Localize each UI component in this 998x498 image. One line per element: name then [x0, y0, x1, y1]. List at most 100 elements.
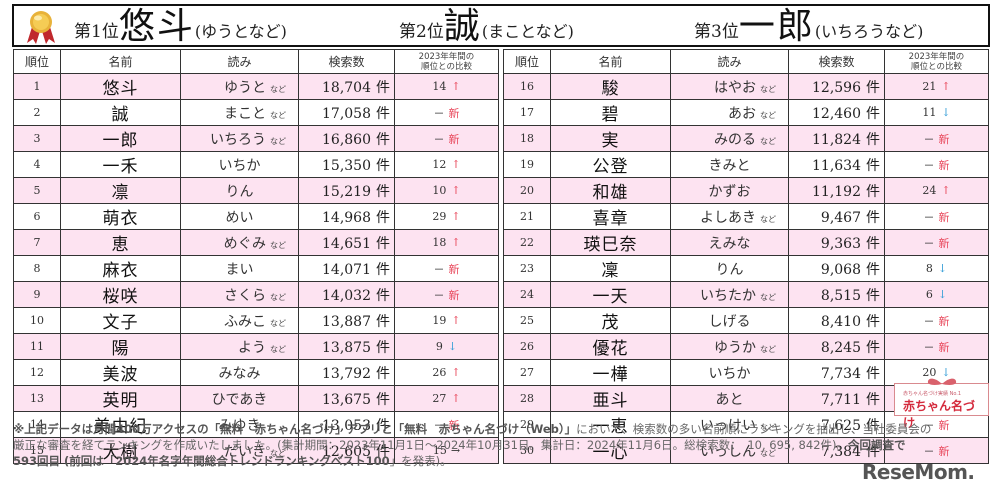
- col-comparison: 2023年年間の 順位との比較: [394, 49, 499, 74]
- comparison-cell: 10 ↑: [394, 177, 499, 204]
- rank-cell: 19: [503, 151, 551, 178]
- count-cell: 17,058 件: [298, 99, 395, 126]
- nado-label: など: [760, 422, 776, 432]
- new-badge: 新: [938, 314, 950, 328]
- table-row: 25 茂しげる 8,410 件－新: [503, 307, 989, 334]
- count-cell: 16,860 件: [298, 125, 395, 152]
- dash-mark: －: [923, 444, 935, 458]
- count-cell: 13,053 件: [298, 411, 395, 438]
- name-cell: 瑛巳奈: [550, 229, 671, 256]
- count-cell: 9,363 件: [788, 229, 885, 256]
- new-badge: 新: [448, 288, 460, 302]
- rank-cell: 11: [13, 333, 61, 360]
- name-cell: 一禾: [60, 151, 181, 178]
- col-rank: 順位: [13, 49, 61, 74]
- rank-cell: 3: [13, 125, 61, 152]
- new-badge: 新: [448, 262, 460, 276]
- previous-rank: 9: [435, 340, 443, 353]
- name-cell: 一心: [550, 437, 671, 464]
- count-cell: 12,460 件: [788, 99, 885, 126]
- comparison-cell: －新: [884, 125, 989, 152]
- comparison-cell: －新: [884, 307, 989, 334]
- new-badge: 新: [938, 444, 950, 458]
- rank-cell: 9: [13, 281, 61, 308]
- previous-rank: 14: [432, 80, 447, 93]
- previous-rank: 27: [432, 392, 447, 405]
- reading-cell: まこと など: [180, 99, 299, 126]
- comparison-cell: 9 ↓: [394, 333, 499, 360]
- arrow-up-icon: ↑: [451, 366, 461, 379]
- reading-cell: りん: [670, 255, 789, 282]
- previous-rank: 8: [925, 262, 933, 275]
- reading-cell: まい: [180, 255, 299, 282]
- logo-tagline: 赤ちゃん名づけ実績 No.1: [903, 391, 962, 397]
- table-row: 7 恵めぐみ など 14,651 件 18 ↑: [13, 229, 499, 256]
- table-row: 9 桜咲 さくら など 14,032 件－新: [13, 281, 499, 308]
- arrow-up-icon: ↑: [451, 184, 461, 197]
- rank-cell: 12: [13, 359, 61, 386]
- table-row: 3 一郎 いちろう など 16,860 件－新: [13, 125, 499, 152]
- previous-rank: 21: [922, 80, 937, 93]
- name-cell: 悠斗: [60, 73, 181, 100]
- reading-cell: かずお: [670, 177, 789, 204]
- dash-mark: －: [923, 236, 935, 250]
- previous-rank: 26: [432, 366, 447, 379]
- arrow-up-icon: ↑: [451, 392, 461, 405]
- comparison-cell: －新: [884, 151, 989, 178]
- col-name: 名前: [60, 49, 181, 74]
- rank-cell: 22: [503, 229, 551, 256]
- arrow-up-icon: ↑: [941, 80, 951, 93]
- count-cell: 18,704 件: [298, 73, 395, 100]
- count-cell: 13,887 件: [298, 307, 395, 334]
- footnote-line-2: 厳正な審査を経てランキングを作成いたしました。(集計期間：2023年11月1日～…: [13, 438, 906, 452]
- count-cell: 14,032 件: [298, 281, 395, 308]
- reading-cell: きみと: [670, 151, 789, 178]
- arrow-down-icon: ↓: [941, 366, 951, 379]
- previous-rank: 11: [922, 106, 937, 119]
- dash-mark: －: [923, 210, 935, 224]
- third-place-reading: (いちろうなど): [814, 22, 924, 41]
- comparison-cell: 15 →: [394, 437, 499, 464]
- rank-cell: 24: [503, 281, 551, 308]
- reading-cell: いちか: [180, 151, 299, 178]
- reading-cell: はやお など: [670, 73, 789, 100]
- comparison-cell: －新: [394, 281, 499, 308]
- new-badge: 新: [448, 106, 460, 120]
- name-cell: 実: [550, 125, 671, 152]
- name-cell: 公登: [550, 151, 671, 178]
- first-place-name: 悠斗: [118, 6, 195, 47]
- previous-rank: 20: [922, 366, 937, 379]
- arrow-down-icon: ↓: [941, 106, 951, 119]
- reading-cell: りん: [180, 177, 299, 204]
- table-row: 17 碧あお など 12,460 件 11 ↓: [503, 99, 989, 126]
- reading-cell: いちろう など: [180, 125, 299, 152]
- name-cell: 陽: [60, 333, 181, 360]
- table-row: 26 優花 ゆうか など 8,245 件－新: [503, 333, 989, 360]
- name-cell: 駿: [550, 73, 671, 100]
- rank-cell: 5: [13, 177, 61, 204]
- count-cell: 11,192 件: [788, 177, 885, 204]
- first-place-heading: 第1位 悠斗 (ゆうとなど): [74, 6, 287, 46]
- reading-cell: めぐみ など: [180, 229, 299, 256]
- name-cell: 喜章: [550, 203, 671, 230]
- rank-cell: 16: [503, 73, 551, 100]
- name-cell: 恵: [60, 229, 181, 256]
- table-row: 8 麻衣 まい 14,071 件－新: [13, 255, 499, 282]
- count-cell: 13,875 件: [298, 333, 395, 360]
- rank-cell: 13: [13, 385, 61, 412]
- reading-cell: あお など: [670, 99, 789, 126]
- table-row: 5 凛りん 15,219 件 10 ↑: [13, 177, 499, 204]
- third-place-label: 第3位: [694, 22, 739, 42]
- reading-cell: めい: [180, 203, 299, 230]
- previous-rank: 10: [432, 184, 447, 197]
- logo-title: 赤ちゃん名づけ: [903, 399, 976, 430]
- first-place-label: 第1位: [74, 22, 119, 42]
- rank-cell: 7: [13, 229, 61, 256]
- arrow-up-icon: ↑: [451, 314, 461, 327]
- previous-rank: 6: [925, 288, 933, 301]
- nado-label: など: [270, 136, 286, 146]
- name-cell: 一郎: [60, 125, 181, 152]
- dash-mark: －: [923, 418, 935, 432]
- name-cell: 麻衣: [60, 255, 181, 282]
- count-cell: 14,071 件: [298, 255, 395, 282]
